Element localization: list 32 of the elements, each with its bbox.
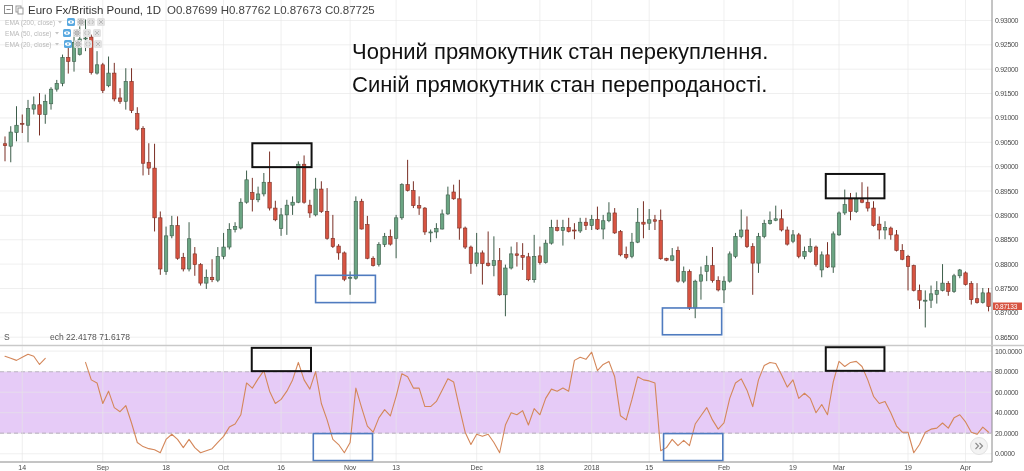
annotation: ech 22.4178 71.6178 [50,332,131,342]
annotation: Чорний прямокутник стан перекуплення. [352,39,769,64]
candlestick [474,232,479,268]
candlestick [123,67,128,111]
candlestick [95,50,100,76]
candlestick [819,250,824,278]
candlestick [583,217,588,231]
candlestick [848,192,853,221]
candlestick [210,258,215,283]
candlestick [641,200,646,239]
candlestick [560,219,565,247]
annotation: Синій прямокутник стан перепроданості. [352,72,768,97]
candlestick [250,177,255,212]
candlestick [37,92,42,136]
candlestick [647,208,652,231]
candlestick [796,232,801,259]
candlestick [491,235,496,277]
candlestick [704,255,709,282]
candlestick [20,114,25,134]
candlestick [537,246,542,266]
chart-subtitle: O0.87699 H0.87762 L0.87673 C0.87725 [166,4,375,16]
candlestick [882,220,888,240]
candlestick [2,135,8,162]
chart-title: Euro Fx/British Pound, 1D [28,4,161,16]
candlestick [204,268,209,290]
candlestick [307,199,312,219]
candlestick [106,56,111,88]
candlestick [986,287,991,312]
candlestick [532,234,537,284]
annotation: S [4,332,10,342]
candlestick [825,241,830,269]
candlestick [854,191,859,214]
